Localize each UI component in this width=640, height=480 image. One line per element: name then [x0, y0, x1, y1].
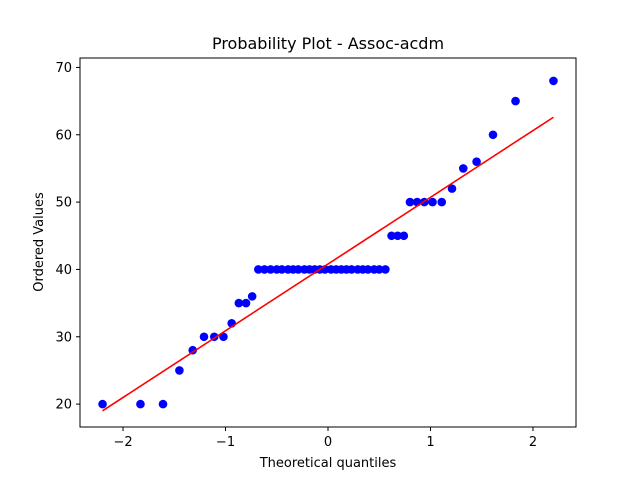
x-axis-label: Theoretical quantiles: [259, 456, 397, 471]
chart-title: Probability Plot - Assoc-acdm: [212, 34, 444, 53]
x-tick-label: 0: [324, 435, 332, 450]
x-tick-label: −1: [216, 435, 235, 450]
data-point: [175, 366, 184, 375]
x-axis: −2 −1 0 1 2: [113, 427, 537, 450]
x-tick-label: −2: [113, 435, 132, 450]
data-point: [549, 76, 558, 86]
data-point: [247, 292, 257, 301]
data-point: [363, 265, 373, 274]
y-tick-label: 70: [55, 61, 72, 76]
plot-area: [79, 57, 577, 428]
data-point: [399, 231, 409, 241]
x-tick-label: 1: [426, 435, 434, 450]
data-point: [472, 157, 481, 166]
data-point: [428, 197, 437, 207]
data-point: [199, 332, 209, 342]
data-point: [158, 399, 168, 409]
data-point: [387, 231, 396, 241]
y-axis-label: Ordered Values: [32, 192, 47, 292]
data-point: [266, 265, 275, 274]
data-point: [347, 265, 356, 274]
y-tick-label: 60: [55, 128, 72, 143]
data-point: [136, 399, 145, 409]
y-axis: 20 30 40 50 60 70: [55, 61, 80, 413]
y-tick-label: 40: [55, 263, 72, 278]
x-tick-label: 2: [529, 435, 537, 450]
data-point: [98, 399, 107, 409]
data-point: [260, 265, 269, 274]
data-point: [277, 265, 287, 274]
data-point: [511, 96, 520, 106]
data-point: [458, 164, 468, 173]
data-point: [234, 298, 244, 308]
data-point: [374, 265, 384, 274]
series-layer: [98, 76, 558, 412]
data-point: [405, 197, 415, 207]
data-point: [381, 265, 390, 274]
data-point: [393, 231, 402, 241]
data-point: [254, 265, 263, 274]
y-tick-label: 30: [55, 330, 72, 345]
plot-background: [80, 58, 576, 427]
data-point: [293, 265, 303, 274]
data-point: [488, 130, 498, 140]
fit-line: [102, 116, 554, 412]
data-point: [219, 332, 228, 342]
data-point: [188, 345, 198, 355]
y-tick-label: 50: [55, 196, 72, 211]
data-point: [447, 184, 457, 193]
data-point: [241, 298, 251, 308]
y-tick-label: 20: [55, 398, 72, 413]
data-point: [437, 197, 447, 207]
